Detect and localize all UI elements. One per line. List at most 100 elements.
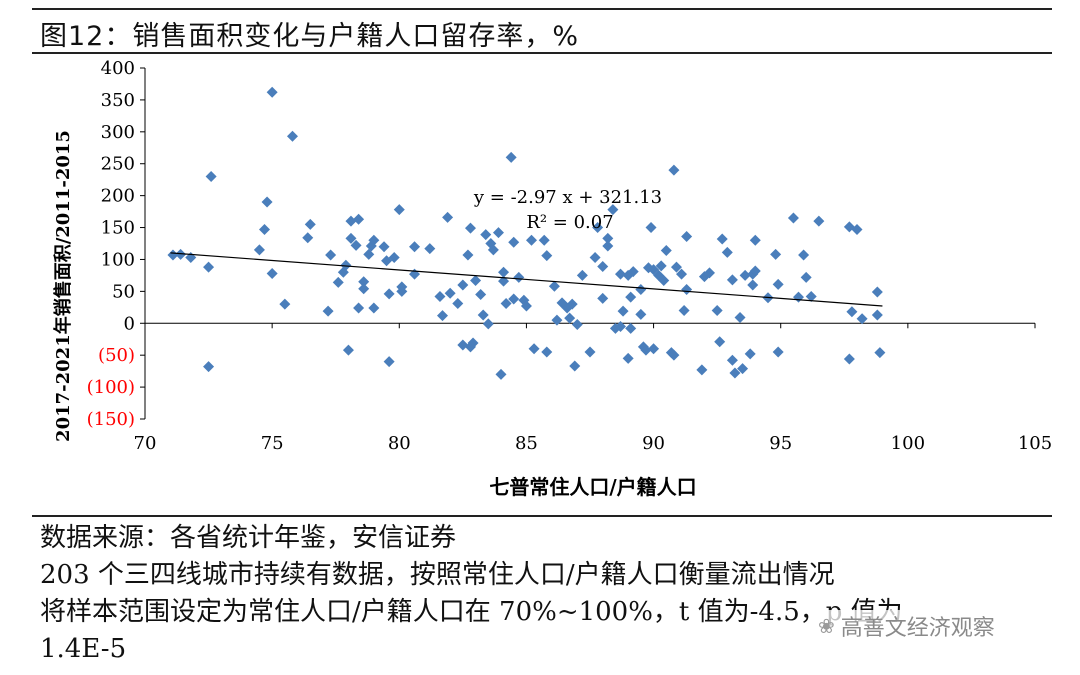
data-point bbox=[592, 222, 604, 234]
y-tick-label: 0 bbox=[124, 313, 135, 334]
data-point bbox=[452, 297, 464, 309]
data-point bbox=[304, 218, 316, 230]
data-point bbox=[670, 261, 682, 273]
x-tick-label: 85 bbox=[515, 433, 538, 454]
data-point bbox=[772, 278, 784, 290]
data-point bbox=[846, 306, 858, 318]
data-point bbox=[813, 215, 825, 227]
data-point bbox=[500, 297, 512, 309]
data-point bbox=[325, 249, 337, 261]
data-point bbox=[734, 312, 746, 324]
data-point bbox=[627, 266, 639, 278]
method-note-line-3: 1.4E-5 bbox=[40, 634, 127, 664]
data-point bbox=[505, 151, 517, 163]
data-point bbox=[737, 363, 749, 375]
watermark-text: 高善文经济观察 bbox=[840, 616, 995, 641]
notes-block: 数据来源：各省统计年鉴，安信证券 203 个三四线城市持续有数据，按照常住人口/… bbox=[40, 520, 1050, 668]
data-point bbox=[739, 269, 751, 281]
data-point bbox=[167, 249, 179, 261]
figure-title: 图12：销售面积变化与户籍人口留存率，% bbox=[40, 21, 580, 52]
data-point bbox=[617, 305, 629, 317]
data-point bbox=[576, 269, 588, 281]
data-point bbox=[477, 309, 489, 321]
data-point bbox=[798, 249, 810, 261]
data-point bbox=[378, 241, 390, 253]
x-tick-label: 75 bbox=[261, 433, 284, 454]
y-tick-label: (150) bbox=[87, 409, 135, 430]
data-point bbox=[286, 130, 298, 142]
data-point bbox=[640, 344, 652, 356]
data-point bbox=[396, 285, 408, 297]
data-point bbox=[480, 229, 492, 241]
data-point bbox=[566, 298, 578, 310]
data-point bbox=[495, 368, 507, 380]
data-point bbox=[526, 234, 538, 246]
data-point bbox=[589, 252, 601, 264]
data-point bbox=[444, 287, 456, 299]
title-rule bbox=[32, 52, 1052, 54]
data-point bbox=[711, 305, 723, 317]
data-point bbox=[353, 302, 365, 314]
data-point bbox=[625, 322, 637, 334]
data-point bbox=[668, 164, 680, 176]
data-point bbox=[678, 305, 690, 317]
data-point bbox=[253, 244, 265, 256]
data-point bbox=[457, 279, 469, 291]
data-point bbox=[350, 239, 362, 251]
x-tick-label: 80 bbox=[388, 433, 411, 454]
data-point bbox=[203, 261, 215, 273]
data-point bbox=[645, 222, 657, 234]
data-point bbox=[551, 314, 563, 326]
data-point bbox=[607, 204, 619, 216]
data-point bbox=[383, 356, 395, 368]
bottom-rule bbox=[32, 515, 1052, 517]
y-tick-label: 100 bbox=[101, 249, 135, 270]
data-point bbox=[749, 265, 761, 277]
data-point bbox=[658, 275, 670, 287]
data-points bbox=[167, 86, 886, 380]
data-point bbox=[635, 283, 647, 295]
x-tick-label: 100 bbox=[891, 433, 925, 454]
data-point bbox=[668, 349, 680, 361]
data-point bbox=[520, 300, 532, 312]
y-tick-label: (50) bbox=[98, 345, 135, 366]
data-point bbox=[569, 360, 581, 372]
data-point bbox=[462, 249, 474, 261]
data-point bbox=[393, 204, 405, 216]
data-point bbox=[622, 352, 634, 364]
trendline-r-squared: R² = 0.07 bbox=[526, 212, 613, 233]
x-tick-label: 70 bbox=[134, 433, 157, 454]
y-tick-label: 200 bbox=[101, 186, 135, 207]
data-point bbox=[851, 223, 863, 235]
data-point bbox=[571, 319, 583, 331]
data-point bbox=[457, 339, 469, 351]
data-point bbox=[261, 196, 273, 208]
data-point bbox=[704, 267, 716, 279]
trendline-group: y = -2.97 x + 321.13 R² = 0.07 bbox=[170, 187, 883, 307]
data-point bbox=[729, 367, 741, 379]
data-point bbox=[696, 364, 708, 376]
data-point bbox=[772, 346, 784, 358]
data-point bbox=[541, 346, 553, 358]
data-point bbox=[424, 243, 436, 255]
data-point bbox=[498, 275, 510, 287]
data-point bbox=[584, 346, 596, 358]
trendline-equation: y = -2.97 x + 321.13 bbox=[473, 187, 662, 208]
data-point bbox=[437, 310, 449, 322]
data-point bbox=[409, 241, 421, 253]
data-point bbox=[508, 236, 520, 248]
data-point bbox=[615, 268, 627, 280]
y-tick-label: 350 bbox=[101, 90, 135, 111]
data-point bbox=[508, 293, 520, 305]
data-point bbox=[358, 283, 370, 295]
data-point bbox=[259, 223, 271, 235]
data-point bbox=[721, 246, 733, 258]
data-point bbox=[538, 234, 550, 246]
data-point bbox=[660, 245, 672, 257]
data-point bbox=[434, 290, 446, 302]
data-point bbox=[475, 289, 487, 301]
x-tick-label: 90 bbox=[642, 433, 665, 454]
data-point bbox=[358, 276, 370, 288]
data-point bbox=[464, 222, 476, 234]
data-point bbox=[388, 252, 400, 264]
